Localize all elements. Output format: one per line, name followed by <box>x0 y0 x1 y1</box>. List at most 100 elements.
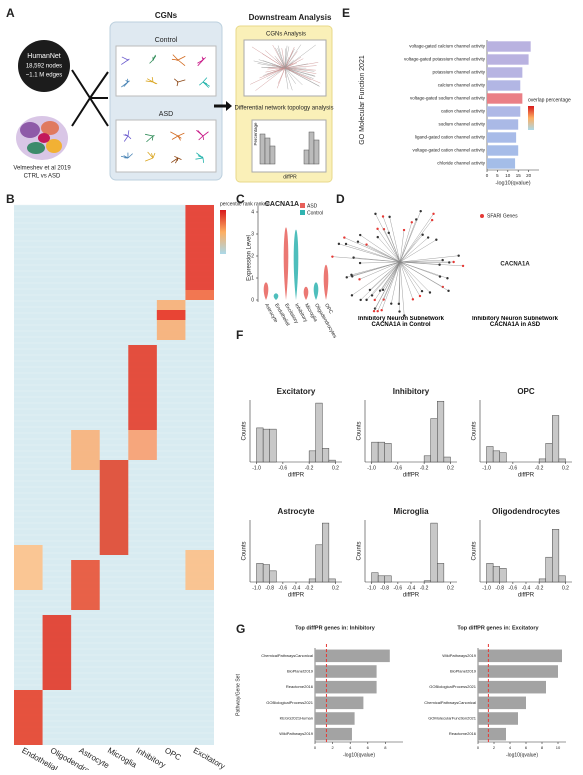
net-node <box>447 290 449 292</box>
bar <box>315 681 377 694</box>
chart-title: OPC <box>517 387 535 396</box>
x-axis-label: diffPR <box>288 593 305 599</box>
x-tick-label: 6 <box>367 745 370 750</box>
bar <box>487 93 522 103</box>
hist-bar <box>270 571 277 582</box>
net-node <box>419 295 421 297</box>
net-node <box>374 213 376 215</box>
y-tick-label: potassium channel activity <box>432 70 485 75</box>
net-node <box>343 236 345 238</box>
legend-swatch <box>480 214 484 218</box>
violin <box>274 293 279 300</box>
cgns-title: CGNs <box>155 11 178 20</box>
panel-d: SFARI Genes CACNA1A Inhibitory Neuron Su… <box>331 210 560 336</box>
hist-bar <box>493 567 500 583</box>
net-node <box>435 239 437 241</box>
downstream-title: Downstream Analysis <box>249 13 332 22</box>
hist-bar <box>263 565 270 582</box>
bar <box>478 665 558 678</box>
bar <box>478 697 526 710</box>
net-node <box>371 294 373 296</box>
net-node <box>462 265 464 267</box>
net-edge <box>400 262 422 291</box>
net-node <box>431 219 433 221</box>
net-edge <box>375 214 400 262</box>
x-tick-label: -0.4 <box>407 585 416 591</box>
hist-bar <box>431 523 438 582</box>
net-node <box>457 255 459 257</box>
net-node <box>403 314 405 316</box>
net-node <box>411 221 413 223</box>
hist-bar <box>378 442 385 462</box>
hist-bar <box>424 581 431 582</box>
net-node <box>439 275 441 277</box>
y-tick-label: GOBiologicalProcess2021 <box>429 684 476 689</box>
net-edge <box>360 235 400 262</box>
panel-label: F <box>236 328 243 342</box>
net-node <box>398 310 400 312</box>
y-tick-label: chloride channel activity <box>437 161 486 166</box>
net-edge <box>400 235 423 262</box>
caption-control: Inhibitory Neuron Subnetwork CACNA1A in … <box>356 316 446 336</box>
panel-label: G <box>236 622 245 636</box>
net-node <box>374 299 376 301</box>
x-tick-label: 0 <box>477 745 480 750</box>
y-tick-label: Reactome2016 <box>286 684 314 689</box>
x-tick-label: -0.6 <box>279 465 288 471</box>
asd-label: ASD <box>159 111 173 118</box>
x-tick-label: -1.0 <box>367 465 376 471</box>
y-tick-label: ChemicalPathwaysCanonical <box>261 653 313 658</box>
control-label: Control <box>155 37 178 44</box>
bar <box>487 80 520 90</box>
x-tick-label: 0.2 <box>332 585 339 591</box>
x-tick-label: -0.6 <box>509 585 518 591</box>
net-node <box>346 276 348 278</box>
hist-bar <box>372 442 379 462</box>
heat-block <box>100 460 129 555</box>
y-tick-label: ligand-gated cation channel activity <box>415 135 486 140</box>
x-axis-label: diffPR <box>403 473 420 479</box>
x-tick-label: 0.2 <box>332 465 339 471</box>
x-tick-label: -0.8 <box>495 585 504 591</box>
net-node <box>382 215 384 217</box>
x-tick-label: 0.2 <box>562 585 569 591</box>
column-label: OPC <box>163 746 183 763</box>
net-node <box>359 299 361 301</box>
net-node <box>415 218 417 220</box>
x-tick-label: 4 <box>509 745 512 750</box>
x-tick-label: 0.2 <box>447 585 454 591</box>
panel-label: B <box>6 192 15 206</box>
bar <box>487 41 531 51</box>
y-axis-label: Counts <box>472 541 478 560</box>
y-axis-label: Counts <box>357 541 363 560</box>
net-node <box>388 216 390 218</box>
asd-box <box>116 120 216 172</box>
hist-bar <box>500 453 507 462</box>
panel-b: percentile rank ranked EndothelialOligod… <box>14 201 270 770</box>
hist-bar <box>309 451 316 462</box>
y-tick-label: 0 <box>251 297 254 303</box>
net-node <box>357 240 359 242</box>
x-tick-label: 0.2 <box>447 465 454 471</box>
chart-title: Oligodendrocytes <box>492 507 561 516</box>
bar <box>315 712 355 725</box>
x-tick-label: -0.2 <box>305 585 314 591</box>
x-tick-label: 8 <box>384 745 387 750</box>
violin <box>294 230 299 300</box>
heat-block <box>14 690 43 745</box>
x-tick-label: 8 <box>541 745 544 750</box>
bar <box>478 728 506 741</box>
panel-c: CACNA1A Expression Level 01234AstrocyteE… <box>247 201 338 340</box>
source-label: Velmeshev et al 2019 <box>13 166 71 172</box>
legend-label: ASD <box>307 203 318 209</box>
panel-label: A <box>6 6 15 20</box>
legend-label: Control <box>307 210 323 216</box>
net-node <box>377 236 379 238</box>
net-node <box>403 229 405 231</box>
y-tick-label: voltage-gated sodium channel activity <box>410 96 486 101</box>
net-node <box>376 228 378 230</box>
net-node <box>427 236 429 238</box>
heat-block <box>71 430 100 470</box>
heat-block <box>185 290 214 300</box>
hist-bar <box>322 448 329 462</box>
